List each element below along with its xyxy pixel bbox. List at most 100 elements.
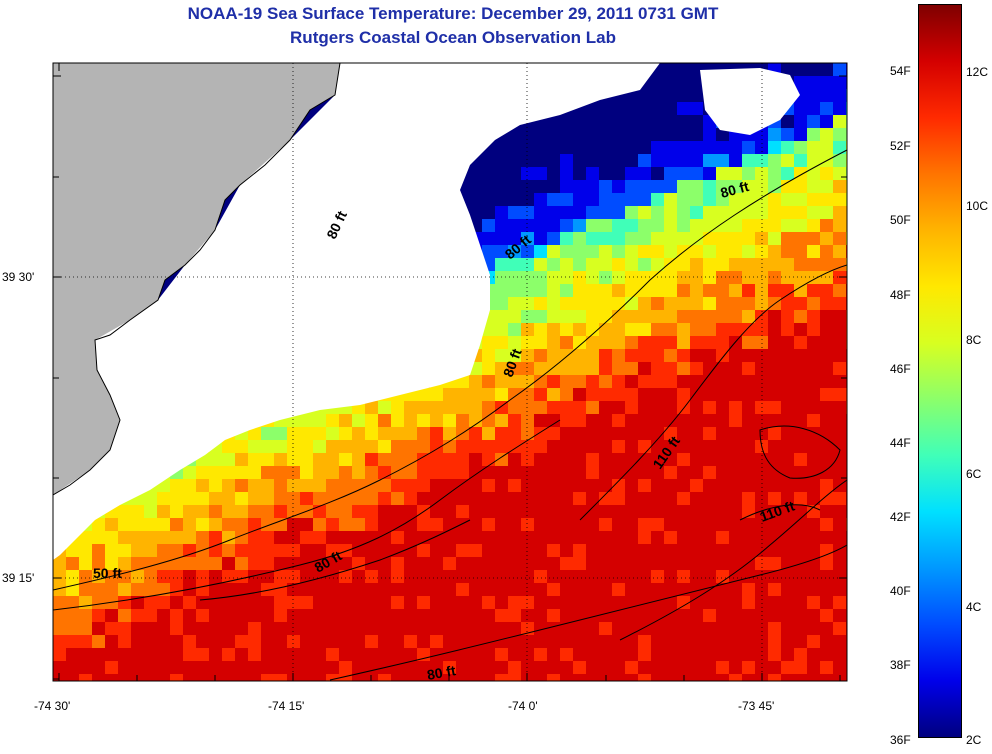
sst-pixel bbox=[677, 336, 690, 349]
sst-pixel bbox=[430, 440, 443, 453]
sst-pixel bbox=[599, 297, 612, 310]
sst-pixel bbox=[729, 674, 742, 681]
sst-pixel bbox=[807, 427, 820, 440]
sst-pixel bbox=[105, 635, 118, 648]
sst-pixel bbox=[573, 557, 586, 570]
sst-pixel bbox=[716, 388, 729, 401]
sst-pixel bbox=[404, 518, 417, 531]
sst-pixel bbox=[365, 648, 378, 661]
sst-pixel bbox=[417, 388, 430, 401]
sst-pixel bbox=[352, 518, 365, 531]
sst-pixel bbox=[729, 661, 742, 674]
sst-pixel bbox=[573, 648, 586, 661]
sst-pixel bbox=[755, 479, 768, 492]
sst-pixel bbox=[560, 271, 573, 284]
sst-pixel bbox=[560, 245, 573, 258]
sst-pixel bbox=[339, 479, 352, 492]
sst-pixel bbox=[846, 674, 847, 681]
colorbar-label-f: 38F bbox=[890, 658, 911, 672]
sst-pixel bbox=[625, 661, 638, 674]
sst-pixel bbox=[547, 284, 560, 297]
colorbar-label-c: 4C bbox=[966, 600, 982, 614]
sst-pixel bbox=[755, 401, 768, 414]
sst-pixel bbox=[742, 349, 755, 362]
sst-pixel bbox=[378, 492, 391, 505]
sst-pixel bbox=[534, 453, 547, 466]
sst-pixel bbox=[716, 323, 729, 336]
sst-pixel bbox=[79, 635, 92, 648]
sst-pixel bbox=[521, 531, 534, 544]
sst-pixel bbox=[794, 245, 807, 258]
sst-pixel bbox=[534, 258, 547, 271]
sst-pixel bbox=[248, 466, 261, 479]
sst-pixel bbox=[261, 648, 274, 661]
sst-pixel bbox=[703, 401, 716, 414]
sst-pixel bbox=[820, 115, 833, 128]
sst-pixel bbox=[287, 570, 300, 583]
sst-pixel bbox=[768, 635, 781, 648]
sst-pixel bbox=[534, 349, 547, 362]
sst-pixel bbox=[716, 453, 729, 466]
sst-pixel bbox=[612, 544, 625, 557]
sst-pixel bbox=[664, 557, 677, 570]
sst-pixel bbox=[430, 674, 443, 681]
sst-pixel bbox=[664, 154, 677, 167]
sst-pixel bbox=[612, 518, 625, 531]
sst-pixel bbox=[833, 232, 846, 245]
sst-pixel bbox=[755, 167, 768, 180]
sst-pixel bbox=[807, 271, 820, 284]
sst-pixel bbox=[586, 323, 599, 336]
sst-pixel bbox=[495, 479, 508, 492]
sst-pixel bbox=[235, 648, 248, 661]
sst-pixel bbox=[157, 557, 170, 570]
sst-pixel bbox=[495, 622, 508, 635]
sst-pixel bbox=[651, 180, 664, 193]
sst-pixel bbox=[677, 63, 690, 76]
sst-pixel bbox=[625, 336, 638, 349]
sst-pixel bbox=[547, 180, 560, 193]
sst-pixel bbox=[716, 128, 729, 141]
sst-pixel bbox=[794, 622, 807, 635]
sst-pixel bbox=[248, 648, 261, 661]
sst-pixel bbox=[391, 557, 404, 570]
sst-pixel bbox=[105, 648, 118, 661]
sst-pixel bbox=[495, 375, 508, 388]
sst-pixel bbox=[846, 648, 847, 661]
sst-pixel bbox=[716, 206, 729, 219]
sst-pixel bbox=[781, 63, 794, 76]
sst-pixel bbox=[690, 349, 703, 362]
sst-pixel bbox=[53, 609, 66, 622]
sst-pixel bbox=[664, 661, 677, 674]
sst-pixel bbox=[586, 349, 599, 362]
sst-pixel bbox=[573, 128, 586, 141]
sst-pixel bbox=[586, 154, 599, 167]
sst-pixel bbox=[742, 245, 755, 258]
sst-pixel bbox=[716, 596, 729, 609]
sst-pixel bbox=[430, 570, 443, 583]
sst-pixel bbox=[729, 648, 742, 661]
sst-pixel bbox=[300, 453, 313, 466]
sst-pixel bbox=[690, 466, 703, 479]
sst-pixel bbox=[521, 479, 534, 492]
sst-pixel bbox=[690, 310, 703, 323]
sst-pixel bbox=[820, 167, 833, 180]
sst-pixel bbox=[157, 661, 170, 674]
sst-pixel bbox=[443, 492, 456, 505]
sst-pixel bbox=[794, 427, 807, 440]
sst-pixel bbox=[495, 492, 508, 505]
sst-pixel bbox=[651, 648, 664, 661]
sst-pixel bbox=[846, 492, 847, 505]
sst-pixel bbox=[846, 479, 847, 492]
sst-pixel bbox=[664, 531, 677, 544]
sst-pixel bbox=[313, 453, 326, 466]
sst-pixel bbox=[534, 531, 547, 544]
sst-pixel bbox=[833, 89, 846, 102]
sst-pixel bbox=[625, 115, 638, 128]
sst-pixel bbox=[105, 661, 118, 674]
x-tick-label: -74 30' bbox=[34, 699, 71, 713]
sst-pixel bbox=[833, 453, 846, 466]
sst-pixel bbox=[742, 219, 755, 232]
sst-pixel bbox=[599, 362, 612, 375]
sst-pixel bbox=[703, 427, 716, 440]
sst-pixel bbox=[222, 492, 235, 505]
